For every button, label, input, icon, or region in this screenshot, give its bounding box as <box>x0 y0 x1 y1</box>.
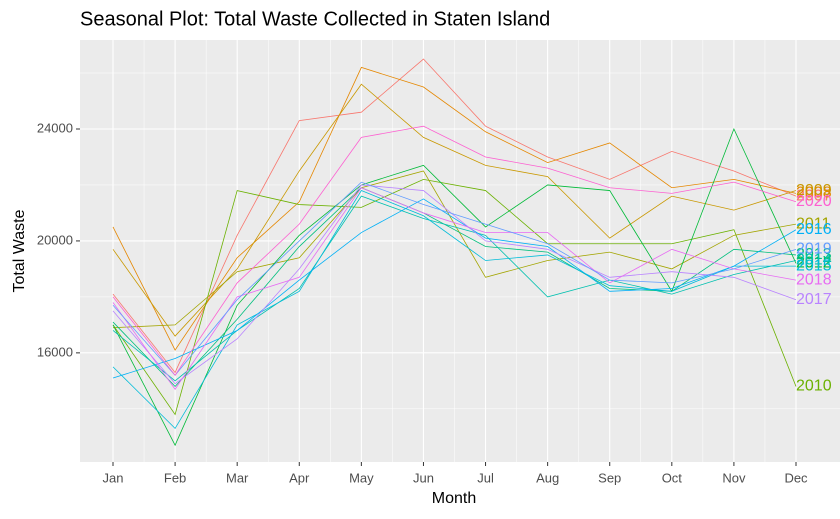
x-tick-label: May <box>349 470 374 485</box>
series-label: 2012 <box>796 255 832 272</box>
series-line <box>112 66 797 351</box>
x-tick-label: Jun <box>413 470 434 485</box>
series-label: 2016 <box>796 221 832 238</box>
series-label: 2018 <box>796 271 832 288</box>
series-line <box>112 58 797 374</box>
series-line <box>112 190 796 430</box>
y-tick-label: 16000 <box>37 344 73 359</box>
x-tick-label: Sep <box>598 470 621 485</box>
series-line <box>112 127 797 447</box>
series-line <box>112 184 797 385</box>
series-label: 2008 <box>796 185 832 202</box>
series-label: 2015 <box>796 257 832 274</box>
x-tick-label: Apr <box>289 470 310 485</box>
x-tick-label: Dec <box>784 470 808 485</box>
series-line <box>112 198 797 379</box>
y-tick-label: 20000 <box>37 232 73 247</box>
series-label: 2009 <box>796 182 832 199</box>
series-label: 2020 <box>796 193 832 210</box>
x-tick-label: Nov <box>722 470 746 485</box>
series-line <box>112 187 797 388</box>
series-line <box>112 181 797 376</box>
y-axis-title: Total Waste <box>11 209 28 292</box>
x-tick-label: Feb <box>164 470 186 485</box>
series-line <box>112 195 797 382</box>
series-line <box>112 178 797 416</box>
series-label: 2011 <box>796 215 831 232</box>
x-tick-label: Jan <box>103 470 124 485</box>
x-tick-label: Oct <box>662 470 683 485</box>
x-tick-label: Mar <box>226 470 249 485</box>
x-tick-label: Jul <box>477 470 494 485</box>
series-label: 2014 <box>796 252 832 269</box>
x-tick-label: Aug <box>536 470 559 485</box>
series-label: 2013 <box>796 246 832 263</box>
x-axis-title: Month <box>432 490 476 507</box>
y-tick-label: 24000 <box>37 120 73 135</box>
series-label: 2017 <box>796 291 832 308</box>
series-label: 2019 <box>796 241 832 258</box>
series-label: 2007 <box>796 187 832 204</box>
series-line <box>112 125 797 376</box>
panel <box>80 40 840 462</box>
chart-title: Seasonal Plot: Total Waste Collected in … <box>80 8 550 30</box>
series-label: 2010 <box>796 378 832 395</box>
